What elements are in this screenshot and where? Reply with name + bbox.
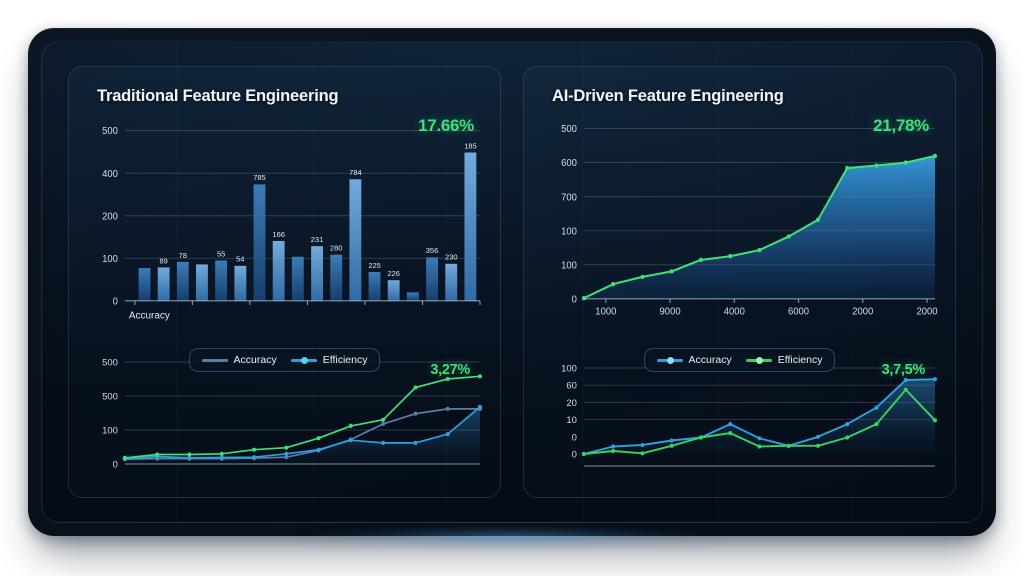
svg-text:20: 20 [566, 398, 577, 409]
line-chart-svg: 0 0 10 20 60 100 [561, 363, 938, 467]
svg-text:9000: 9000 [660, 306, 681, 317]
svg-text:0: 0 [572, 449, 577, 460]
svg-text:600: 600 [561, 158, 577, 169]
legend-item-accuracy[interactable]: Accuracy [201, 354, 277, 366]
metric-right-top: 21,78% [873, 116, 929, 135]
legend-right[interactable]: Accuracy Efficiency [643, 348, 836, 372]
svg-text:2000: 2000 [917, 306, 938, 317]
svg-text:226: 226 [387, 269, 399, 278]
svg-text:2000: 2000 [852, 306, 873, 317]
legend-item-accuracy[interactable]: Accuracy [656, 354, 732, 366]
chart-right-top-area[interactable]: 21,78% 0 100 100 700 600 500 [540, 114, 939, 332]
svg-text:0: 0 [572, 294, 577, 305]
svg-text:4000: 4000 [724, 306, 745, 317]
panel-traditional[interactable]: Traditional Feature Engineering 17.66% [68, 66, 501, 498]
svg-text:231: 231 [311, 235, 323, 244]
svg-text:100: 100 [102, 425, 118, 436]
svg-text:500: 500 [102, 357, 118, 368]
legend-item-efficiency[interactable]: Efficiency [290, 354, 368, 366]
legend-label-efficiency: Efficiency [777, 354, 823, 366]
legend-label-accuracy: Accuracy [233, 354, 277, 366]
legend-item-efficiency[interactable]: Efficiency [745, 354, 823, 366]
legend-line-icon [201, 356, 228, 365]
metric-left-top: 17.66% [418, 116, 474, 135]
svg-text:700: 700 [561, 192, 577, 203]
panel-title-traditional: Traditional Feature Engineering [97, 87, 339, 105]
legend-left[interactable]: Accuracy Efficiency [188, 348, 381, 372]
svg-text:166: 166 [272, 230, 284, 239]
legend-label-efficiency: Efficiency [322, 354, 368, 366]
svg-text:0: 0 [572, 432, 577, 443]
svg-text:10: 10 [566, 415, 577, 426]
svg-text:225: 225 [368, 261, 380, 270]
svg-text:100: 100 [561, 226, 577, 237]
svg-text:200: 200 [102, 211, 118, 222]
svg-text:0: 0 [113, 459, 118, 470]
metric-right-bottom: 3,7,5% [881, 362, 926, 378]
panel-ai-driven[interactable]: AI-Driven Feature Engineering 21,78% [523, 66, 956, 498]
svg-text:356: 356 [426, 246, 438, 255]
x-axis-label-accuracy: Accuracy [129, 310, 171, 321]
svg-text:100: 100 [561, 260, 577, 271]
svg-text:400: 400 [102, 169, 118, 180]
svg-text:6000: 6000 [788, 306, 809, 317]
svg-text:185: 185 [464, 141, 476, 150]
svg-text:500: 500 [102, 126, 118, 137]
legend-line-marker-icon [745, 356, 772, 365]
line-chart-svg: 0 100 500 500 [102, 357, 483, 471]
svg-text:100: 100 [561, 363, 577, 374]
panels-container: Traditional Feature Engineering 17.66% [42, 42, 982, 522]
svg-text:0: 0 [113, 296, 118, 307]
svg-text:54: 54 [236, 255, 245, 264]
metric-left-bottom: 3,27% [430, 362, 470, 378]
legend-line-marker-icon [656, 356, 683, 365]
legend-label-accuracy: Accuracy [688, 354, 732, 366]
chart-left-bottom-line[interactable]: Accuracy Efficiency 3,27% [85, 346, 484, 486]
svg-text:100: 100 [102, 254, 118, 265]
svg-text:500: 500 [102, 391, 118, 402]
dashboard-screen: Traditional Feature Engineering 17.66% [41, 41, 983, 523]
svg-text:785: 785 [253, 173, 265, 182]
svg-text:55: 55 [217, 249, 225, 258]
svg-text:1000: 1000 [595, 306, 616, 317]
bar-chart-svg: 0 100 200 400 500 89 78 55 54 785 166 231 280 784 225… [102, 126, 481, 322]
svg-text:89: 89 [159, 256, 167, 265]
panel-title-ai-driven: AI-Driven Feature Engineering [552, 87, 784, 105]
chart-right-bottom-line[interactable]: Accuracy Efficiency 3,7,5% [540, 346, 939, 486]
svg-text:500: 500 [561, 124, 577, 135]
svg-text:784: 784 [349, 168, 362, 177]
svg-text:280: 280 [330, 243, 342, 252]
svg-text:230: 230 [445, 253, 457, 262]
chart-left-top-bar[interactable]: 17.66% 0 100 200 400 500 [85, 114, 484, 332]
legend-line-marker-icon [290, 356, 317, 365]
svg-text:78: 78 [179, 251, 187, 260]
area-chart-svg: 0 100 100 700 600 500 1000 9000 4000 6000 2000 200… [561, 124, 938, 317]
svg-text:60: 60 [566, 381, 577, 392]
